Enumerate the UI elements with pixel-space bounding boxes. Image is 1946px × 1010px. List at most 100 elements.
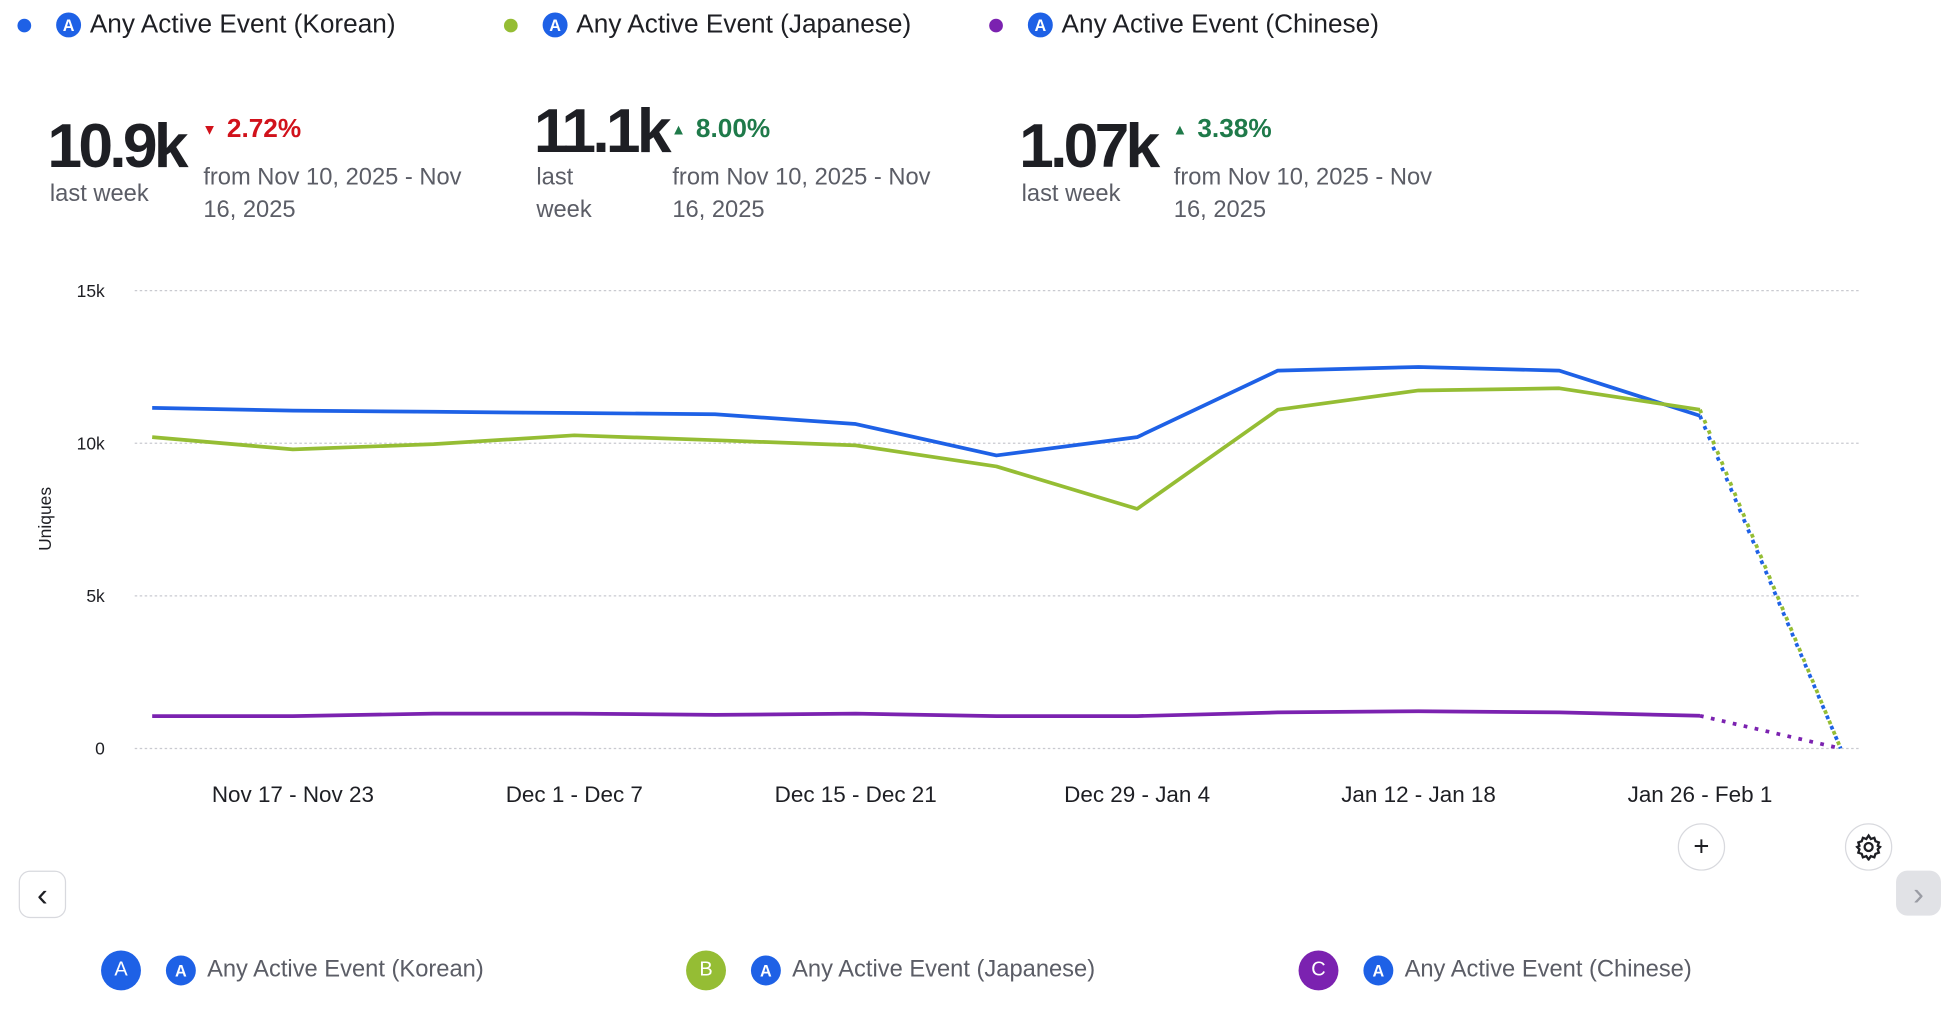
stat-from: from Nov 10, 2025 - Nov 16, 2025 [1173,164,1432,224]
data-point[interactable] [426,437,441,452]
data-point[interactable] [1130,501,1145,516]
data-point[interactable] [1552,381,1567,396]
stat-from: from Nov 10, 2025 - Nov 16, 2025 [672,164,931,224]
triangle-up-icon: ▲ [1172,120,1188,139]
data-point[interactable] [1552,363,1567,378]
stat-change: ▲ 3.38% [1173,115,1272,145]
data-point[interactable] [567,406,582,421]
event-icon: A [750,955,781,986]
event-icon: A [165,955,196,986]
stat-period: last week [536,164,592,224]
next-button[interactable]: › [1896,870,1941,916]
series-line-0 [152,365,1701,458]
data-point[interactable] [1130,709,1145,724]
x-tick-label: Nov 17 - Nov 23 [212,782,374,807]
data-point[interactable] [708,433,723,448]
series-line-1 [152,386,1701,511]
y-axis-label: Uniques [35,487,55,551]
stat-value: 10.9k [47,111,188,181]
data-point[interactable] [145,400,160,415]
event-icon: A [56,12,82,38]
chevron-right-icon: › [1913,873,1924,912]
stat-period: last week [49,180,149,208]
line-chart: 0 5k 10k 15k Nov 17 - Nov 23 Dec 1 - Dec 7 Dec… [35,281,1859,807]
series-letter-badge: C [1298,950,1339,991]
x-tick-label: Jan 26 - Feb 1 [1628,782,1773,807]
data-point[interactable] [145,430,160,445]
change-value: 3.38% [1197,114,1272,144]
data-point[interactable] [1692,708,1707,723]
data-point[interactable] [848,417,863,432]
series-item-a[interactable]: A A Any Active Event (Korean) [101,950,484,991]
data-point[interactable] [285,709,300,724]
series-incomplete-segment-2 [1699,713,1842,751]
legend-item-chinese[interactable]: A Any Active Event (Chinese) [989,10,1379,40]
x-tick-label: Dec 15 - Dec 21 [775,782,937,807]
legend-dot [989,18,1003,32]
settings-button[interactable] [1844,823,1893,871]
series-item-b[interactable]: B A Any Active Event (Japanese) [686,950,1096,991]
series-label: Any Active Event (Korean) [207,956,484,983]
legend-label: Any Active Event (Korean) [89,9,396,39]
data-point[interactable] [1130,430,1145,445]
y-tick-label: 0 [95,739,105,759]
event-icon: A [1027,12,1053,38]
legend-label: Any Active Event (Japanese) [576,9,912,39]
triangle-down-icon: ▼ [202,120,217,139]
data-point[interactable] [1411,359,1426,374]
series-incomplete-segment-0 [1698,415,1843,750]
data-point[interactable] [285,403,300,418]
change-value: 8.00% [695,114,771,144]
data-point[interactable] [989,709,1004,724]
data-point[interactable] [1270,363,1285,378]
triangle-up-icon: ▲ [671,120,686,139]
event-icon: A [1363,955,1394,986]
data-point[interactable] [1552,705,1567,720]
legend-item-korean[interactable]: A Any Active Event (Korean) [17,9,396,40]
data-point[interactable] [708,407,723,422]
legend-dot [503,18,518,32]
gear-icon [1855,833,1882,861]
plus-icon: + [1693,830,1710,862]
series-incomplete-segment-1 [1698,408,1843,750]
series-label: Any Active Event (Japanese) [792,956,1096,983]
series-letter-badge: A [101,950,141,991]
series-label: Any Active Event (Chinese) [1404,956,1692,983]
data-point[interactable] [848,438,863,453]
data-point[interactable] [989,459,1004,474]
data-point[interactable] [708,707,723,722]
data-point[interactable] [145,709,160,724]
data-point[interactable] [1411,704,1426,719]
data-point[interactable] [1411,383,1426,398]
x-tick-label: Dec 29 - Jan 4 [1064,782,1210,807]
add-button[interactable]: + [1677,823,1726,871]
series-item-c[interactable]: C A Any Active Event (Chinese) [1298,950,1692,991]
data-point[interactable] [426,404,441,419]
data-point[interactable] [1833,741,1848,756]
legend-item-japanese[interactable]: A Any Active Event (Japanese) [503,9,912,40]
change-value: 2.72% [226,114,302,144]
y-tick-label: 5k [86,586,105,606]
data-point[interactable] [567,706,582,721]
x-tick-label: Jan 12 - Jan 18 [1341,782,1496,807]
previous-button[interactable]: ‹ [18,870,67,919]
legend-label: Any Active Event (Chinese) [1061,9,1379,39]
stat-change: ▼ 2.72% [202,115,301,145]
data-point[interactable] [285,442,300,457]
data-point[interactable] [848,706,863,721]
y-tick-label: 15k [77,281,105,301]
data-point[interactable] [1270,402,1285,417]
data-point[interactable] [1692,402,1707,417]
y-tick-label: 10k [77,433,105,453]
series-line-2 [152,709,1701,718]
stat-value: 1.07k [1019,111,1160,181]
event-icon: A [542,12,568,38]
data-point[interactable] [426,706,441,721]
series-letter-badge: B [686,950,726,991]
x-tick-label: Dec 1 - Dec 7 [506,782,643,807]
data-point[interactable] [567,428,582,443]
stat-change: ▲ 8.00% [671,115,770,145]
data-point[interactable] [1270,705,1285,720]
stat-value: 11.1k [533,96,672,166]
